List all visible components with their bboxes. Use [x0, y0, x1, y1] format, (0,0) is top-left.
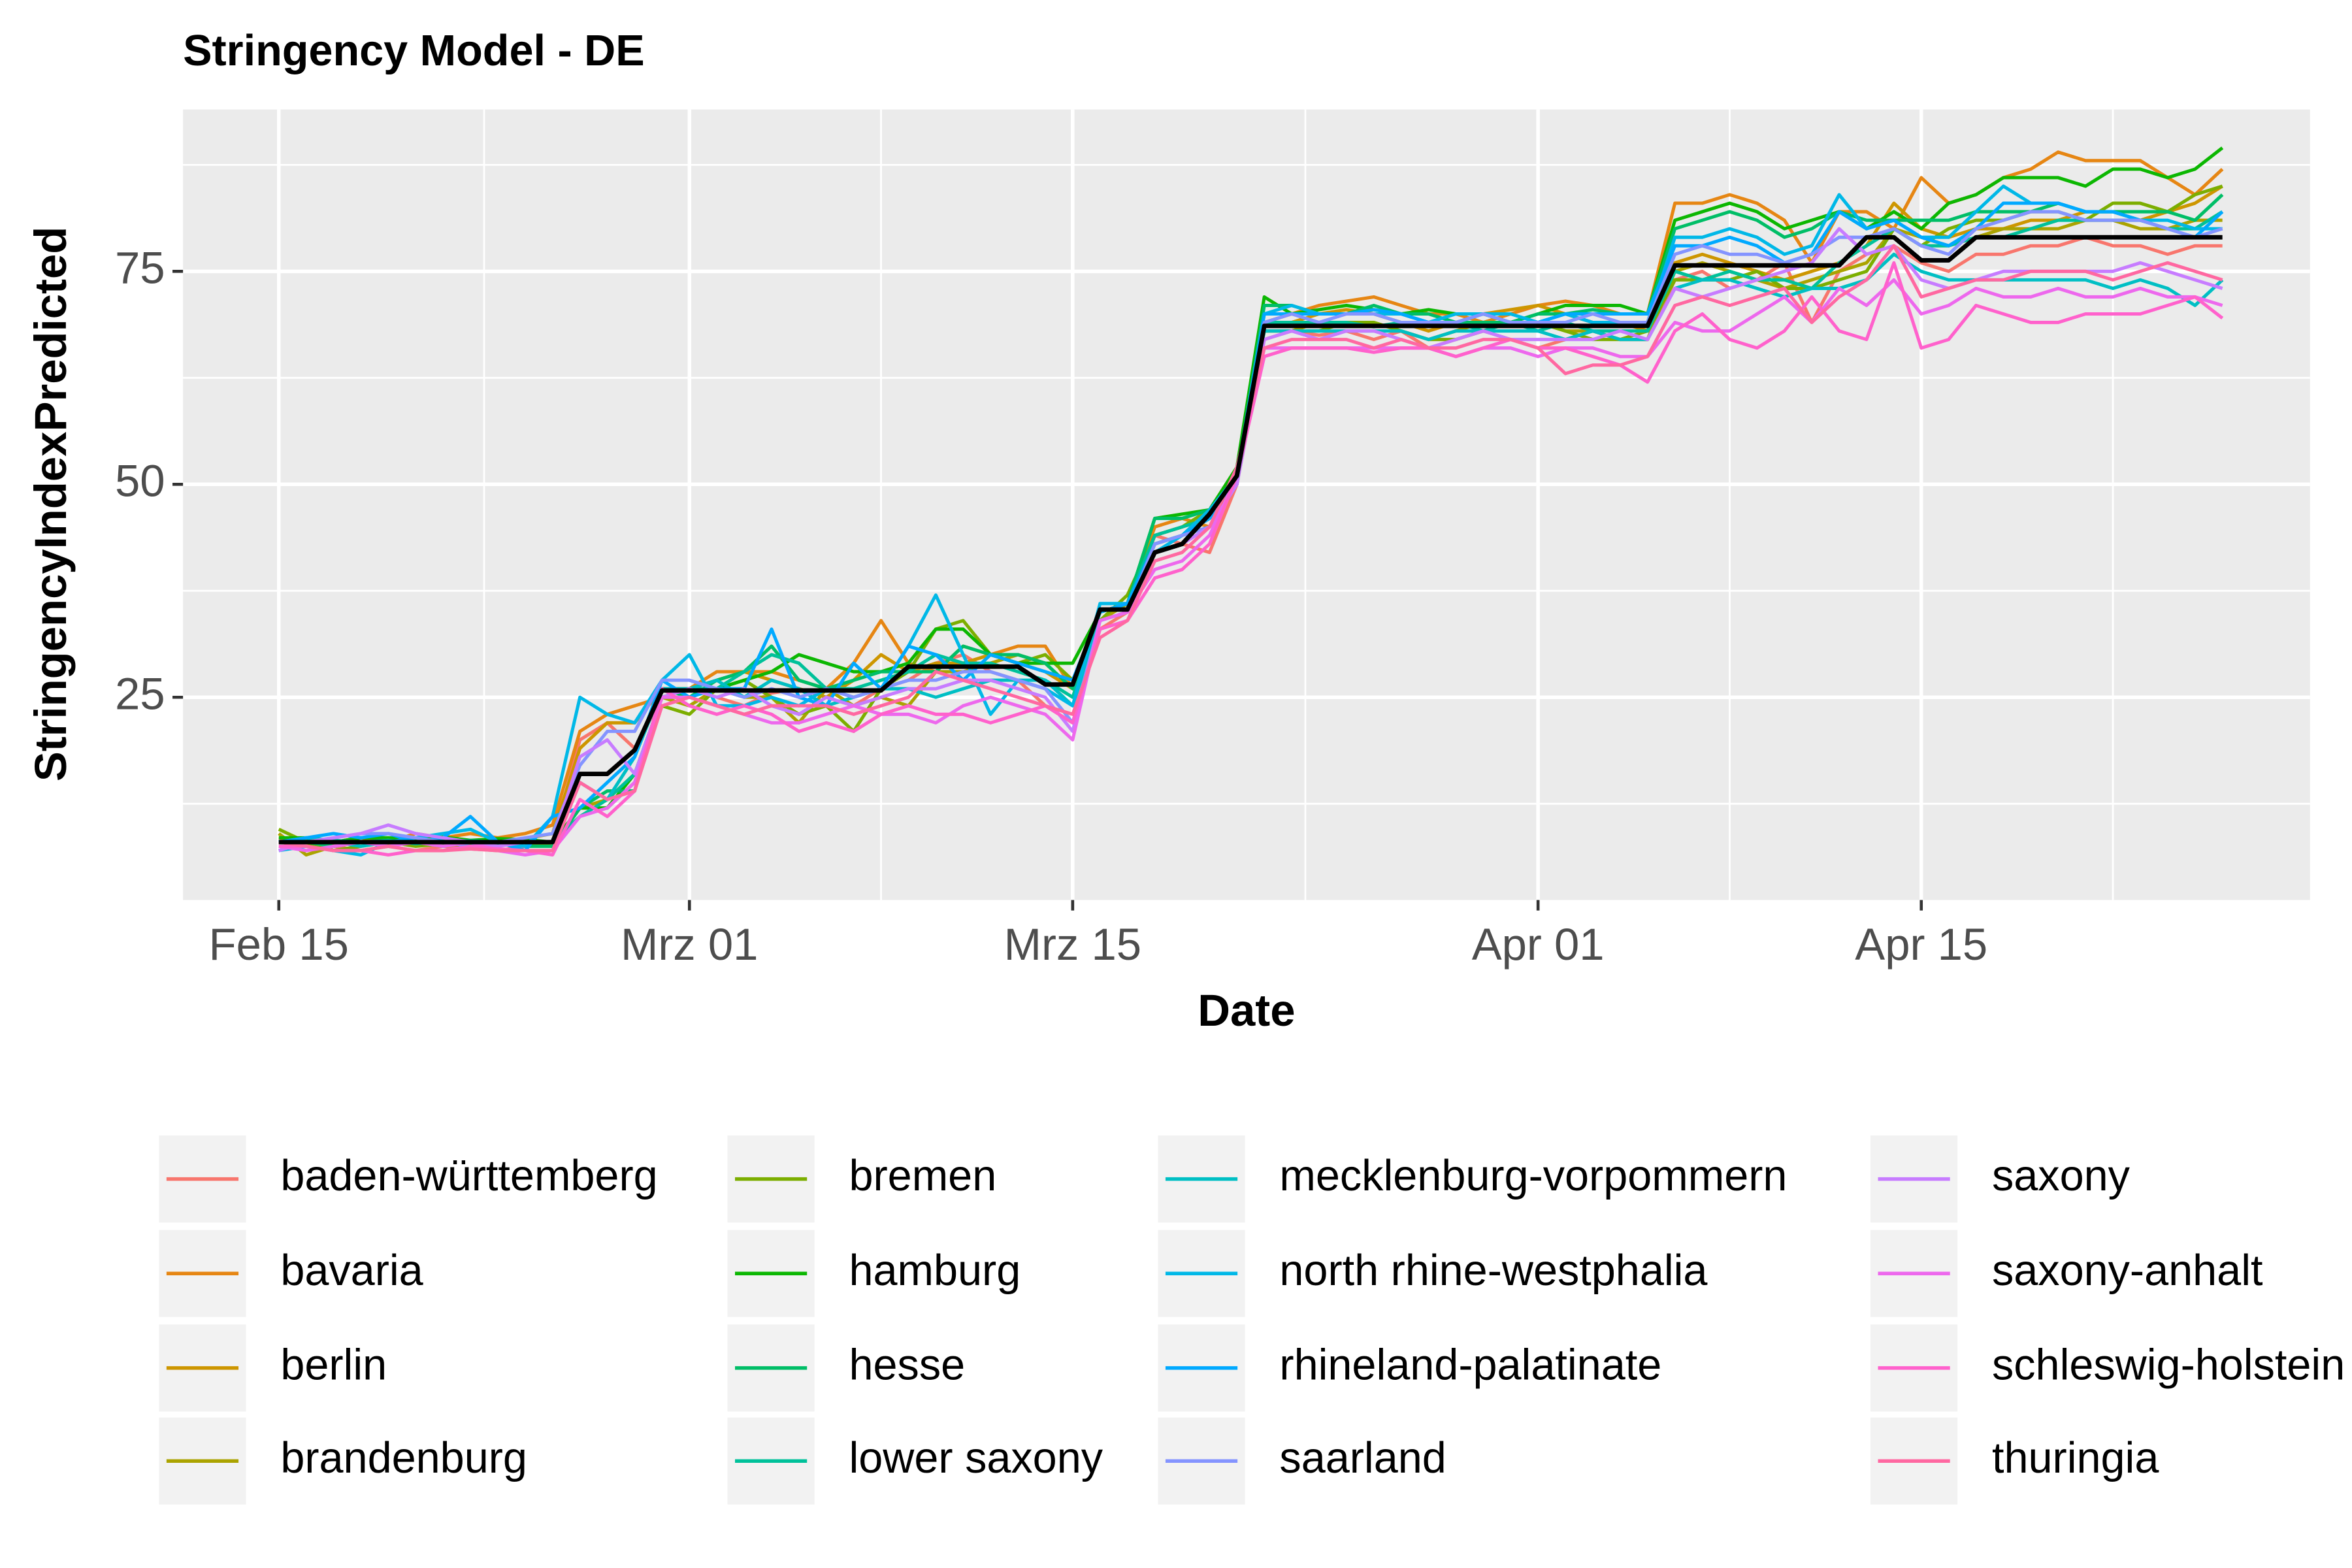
- legend-label: saarland: [1279, 1434, 1446, 1482]
- x-tick-label: Mrz 15: [1004, 919, 1141, 970]
- legend-label: schleswig-holstein: [1992, 1341, 2345, 1389]
- legend-label: mecklenburg-vorpommern: [1279, 1152, 1787, 1200]
- legend-label: thuringia: [1992, 1434, 2159, 1482]
- legend-label: north rhine-westphalia: [1279, 1247, 1708, 1295]
- chart-title: Stringency Model - DE: [183, 27, 645, 75]
- legend-label: lower saxony: [849, 1434, 1103, 1482]
- x-tick-label: Feb 15: [209, 919, 349, 970]
- x-axis-title: Date: [1198, 985, 1295, 1036]
- y-tick-label: 25: [115, 668, 165, 719]
- legend-label: hamburg: [849, 1247, 1021, 1295]
- x-tick-label: Mrz 01: [621, 919, 758, 970]
- legend-label: bremen: [849, 1152, 996, 1200]
- y-axis-title: StringencyIndexPredicted: [25, 227, 76, 782]
- series-line: [278, 261, 2224, 857]
- legend-label: brandenburg: [280, 1434, 527, 1482]
- legend-label: rhineland-palatinate: [1279, 1341, 1661, 1389]
- x-tick-label: Apr 15: [1855, 919, 1987, 970]
- legend-label: saxony: [1992, 1152, 2131, 1200]
- legend-label: bavaria: [280, 1247, 423, 1295]
- legend-label: saxony-anhalt: [1992, 1247, 2263, 1295]
- legend-label: berlin: [280, 1341, 387, 1389]
- legend-label: baden-württemberg: [280, 1152, 657, 1200]
- x-tick-label: Apr 01: [1472, 919, 1605, 970]
- series-line: [278, 235, 2223, 845]
- y-tick-label: 50: [115, 455, 165, 506]
- y-tick-label: 75: [115, 243, 165, 293]
- legend-label: hesse: [849, 1341, 965, 1389]
